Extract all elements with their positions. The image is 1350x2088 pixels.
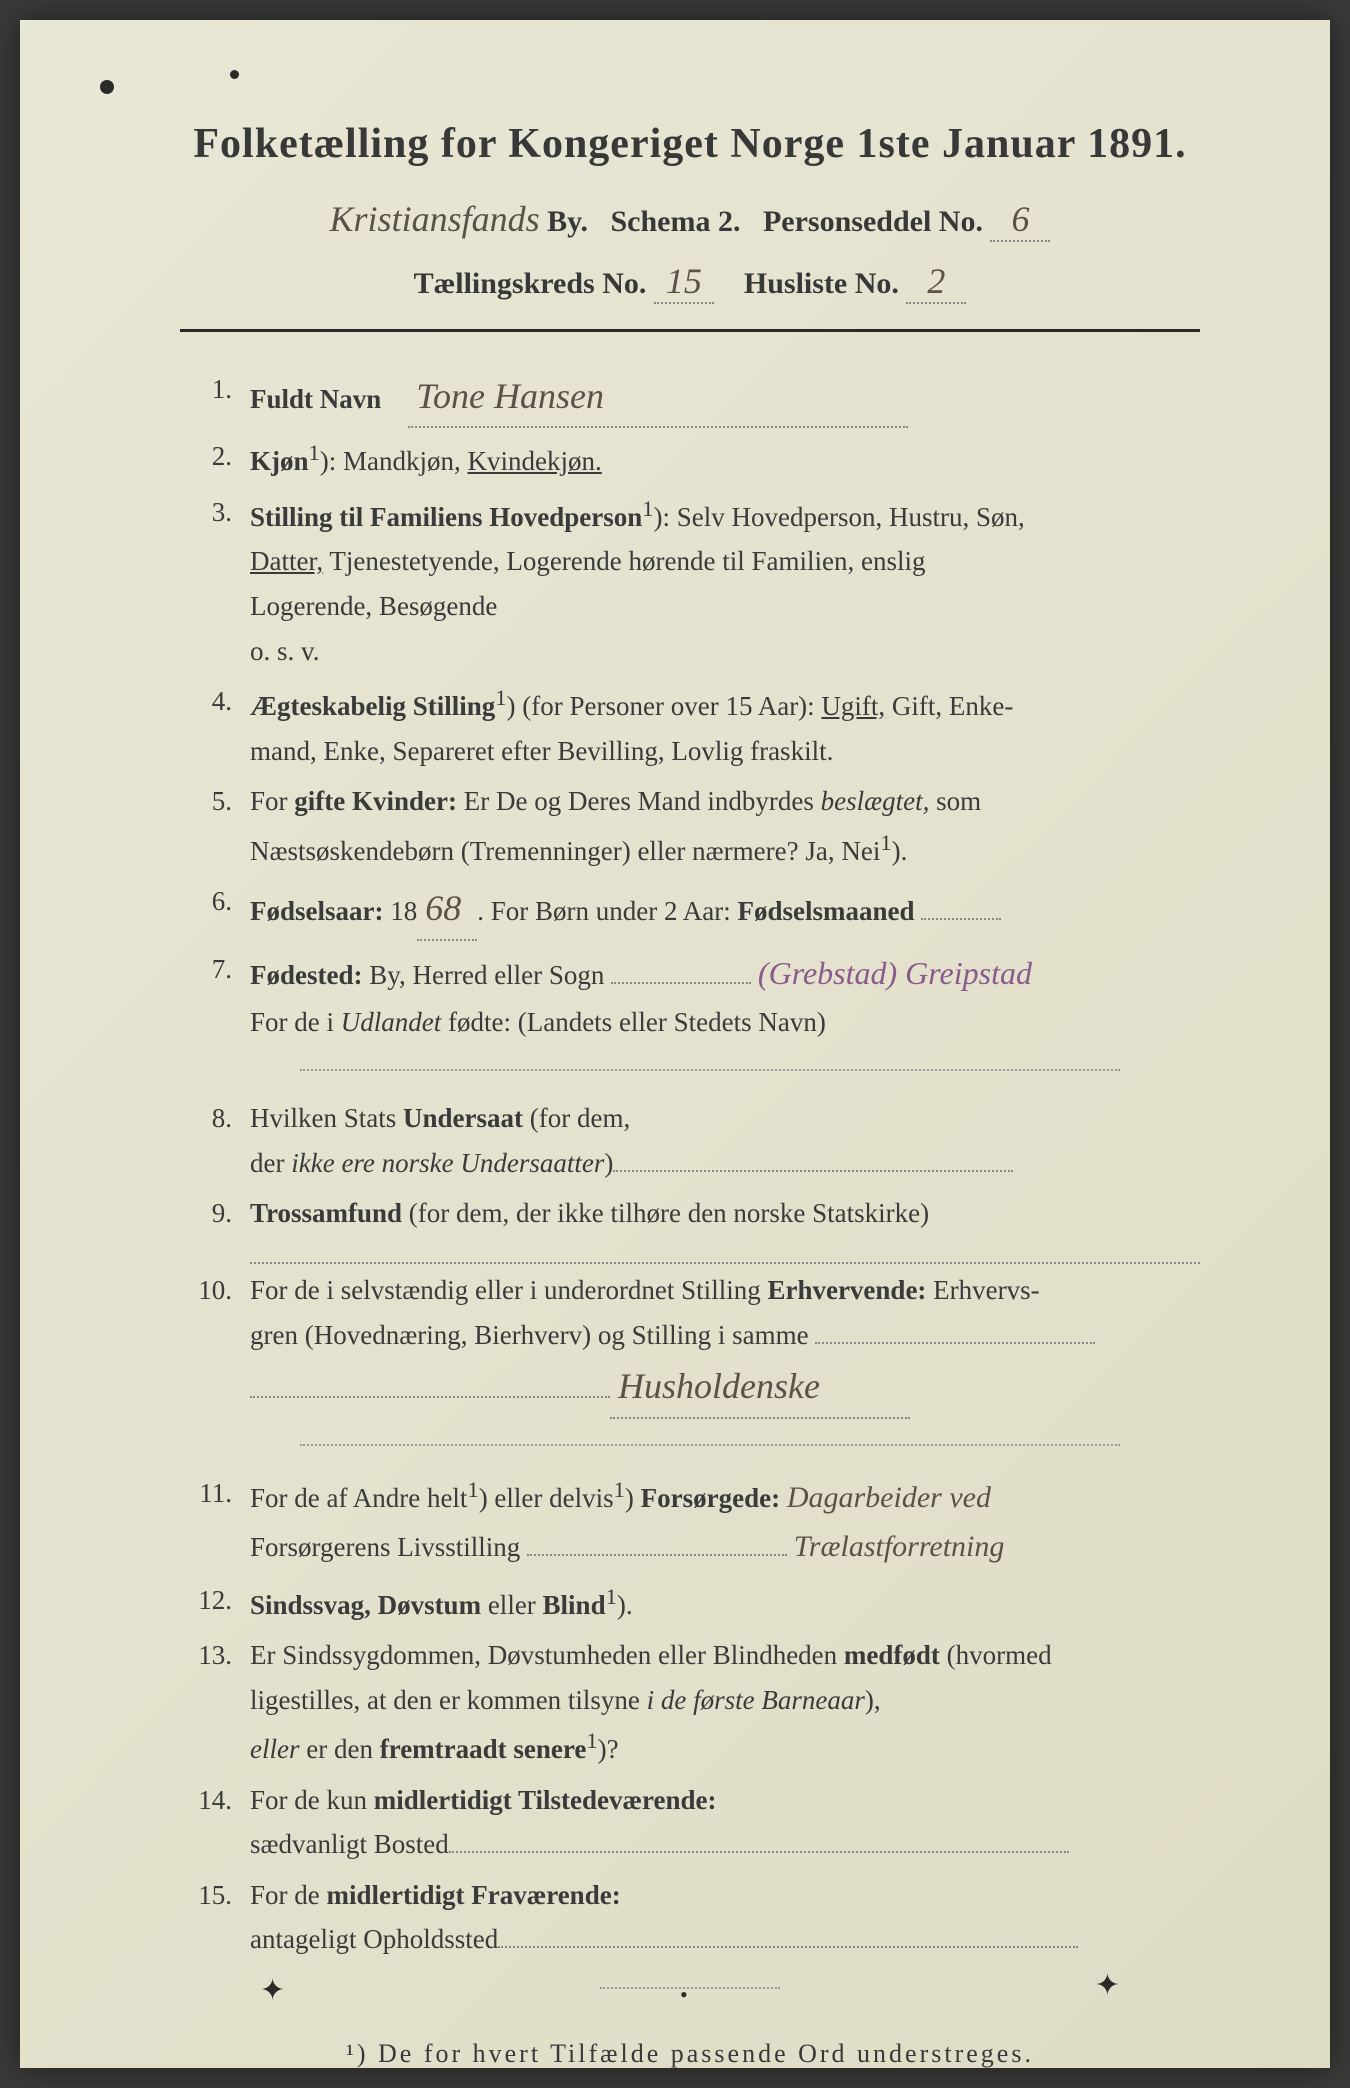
divider-thin-3 <box>600 1987 780 1989</box>
field-forsorgede: 11. For de af Andre helt1) eller delvis1… <box>180 1471 1200 1572</box>
city-handwritten: Kristiansfands <box>330 199 540 239</box>
field-sindssvag: 12. Sindssvag, Døvstum eller Blind1). <box>180 1578 1200 1628</box>
name-value: Tone Hansen <box>408 367 908 428</box>
birthplace-value: (Grebstad) Greipstad <box>758 955 1032 991</box>
field-stilling: 3. Stilling til Familiens Hovedperson1):… <box>180 490 1200 673</box>
occupation-value: Husholdenske <box>610 1357 910 1418</box>
page-title: Folketælling for Kongeriget Norge 1ste J… <box>180 120 1200 168</box>
divider-thin-1 <box>300 1069 1120 1071</box>
field-fodested: 7. Fødested: By, Herred eller Sogn (Greb… <box>180 947 1200 1044</box>
field-tilstedevaerende: 14. For de kun midlertidigt Tilstedevære… <box>180 1778 1200 1867</box>
husliste-no: 2 <box>906 260 966 304</box>
field-fuldt-navn: 1. Fuldt Navn Tone Hansen <box>180 367 1200 428</box>
mark-star: ✦ <box>260 1973 285 2008</box>
census-form-page: Folketælling for Kongeriget Norge 1ste J… <box>20 20 1330 2068</box>
mark-dot: • <box>680 1982 688 2008</box>
provider-hw2: Trælastforretning <box>794 1530 1005 1563</box>
personseddel-no: 6 <box>990 198 1050 242</box>
field-medfodt: 13. Er Sindssygdommen, Døvstumheden elle… <box>180 1633 1200 1772</box>
taellingskreds-no: 15 <box>654 260 714 304</box>
field-aegteskab: 4. Ægteskabelig Stilling1) (for Personer… <box>180 679 1200 773</box>
mark-star-2: ✦ <box>1095 1968 1120 2003</box>
field-kjon: 2. Kjøn1): Mandkjøn, Kvindekjøn. <box>180 434 1200 484</box>
footnote: ¹) De for hvert Tilfælde passende Ord un… <box>180 2039 1200 2069</box>
field-gifte-kvinder: 5. For gifte Kvinder: Er De og Deres Man… <box>180 779 1200 873</box>
provider-hw1: Dagarbeider ved <box>787 1481 991 1514</box>
field-fravaerende: 15. For de midlertidigt Fraværende: anta… <box>180 1873 1200 1962</box>
field-erhvervende: 10. For de i selvstændig eller i underor… <box>180 1268 1200 1418</box>
field-undersaat: 8. Hvilken Stats Undersaat (for dem, der… <box>180 1096 1200 1185</box>
birth-year: 68 <box>417 879 477 940</box>
header-line-1: Kristiansfands By. Schema 2. Personsedde… <box>180 198 1200 242</box>
field-trossamfund: 9. Trossamfund (for dem, der ikke tilhør… <box>180 1191 1200 1236</box>
field-fodselsaar: 6. Fødselsaar: 1868. For Børn under 2 Aa… <box>180 879 1200 940</box>
divider-thin-2 <box>300 1444 1120 1446</box>
header-line-2: Tællingskreds No. 15 Husliste No. 2 <box>180 260 1200 304</box>
divider-top <box>180 329 1200 332</box>
